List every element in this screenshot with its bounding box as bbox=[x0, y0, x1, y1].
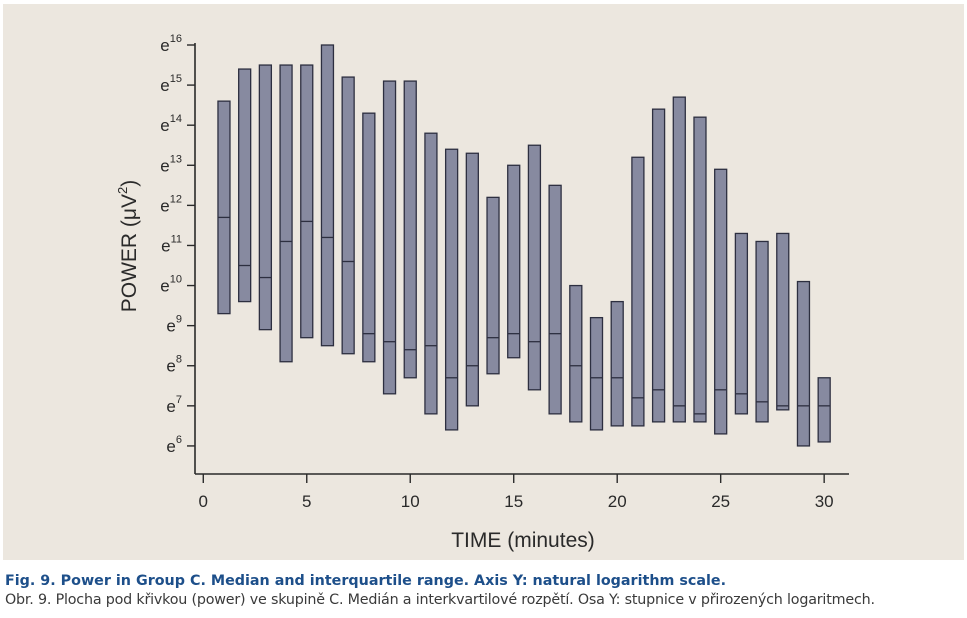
iqr-bar-9 bbox=[382, 80, 397, 395]
y-tick-label: e8 bbox=[166, 354, 182, 376]
range-bar-chart: e6 e7 e8 e9 e10 e11 e12 e13 e14 e15 e16 0 5 10 15 20 25 3… bbox=[115, 33, 849, 552]
iqr-bar-8 bbox=[362, 112, 376, 363]
x-tick-label: 25 bbox=[711, 492, 730, 511]
iqr-bar-29 bbox=[796, 280, 811, 447]
iqr-bar-6 bbox=[320, 44, 335, 347]
x-tick-label: 10 bbox=[401, 492, 420, 511]
x-tick-label: 20 bbox=[608, 492, 627, 511]
iqr-bar-4 bbox=[279, 64, 293, 363]
x-tick-label: 30 bbox=[815, 492, 834, 511]
iqr-bar-22 bbox=[651, 108, 666, 423]
y-tick-label: e13 bbox=[160, 153, 182, 175]
figure-caption: Fig. 9. Power in Group C. Median and int… bbox=[5, 572, 963, 610]
y-tick-label: e7 bbox=[166, 394, 182, 416]
iqr-bar-21 bbox=[631, 156, 645, 427]
iqr-bar-5 bbox=[300, 64, 314, 339]
iqr-bar-23 bbox=[672, 96, 686, 423]
y-tick-label: e12 bbox=[160, 193, 182, 215]
iqr-bar-20 bbox=[610, 300, 624, 427]
iqr-bar-25 bbox=[714, 168, 728, 435]
iqr-bar-7 bbox=[341, 76, 355, 355]
y-axis-title: POWER (μV2) bbox=[115, 180, 141, 313]
y-tick-label: e10 bbox=[160, 274, 182, 296]
iqr-bar-11 bbox=[424, 132, 438, 415]
iqr-bar-30 bbox=[817, 377, 831, 443]
iqr-bar-15 bbox=[507, 164, 521, 359]
iqr-bar-14 bbox=[486, 196, 500, 375]
iqr-bar-13 bbox=[465, 152, 479, 407]
iqr-bar-28 bbox=[776, 232, 790, 411]
x-tick-label: 5 bbox=[302, 492, 311, 511]
iqr-bar-19 bbox=[589, 316, 604, 431]
iqr-bar-27 bbox=[755, 240, 769, 423]
x-tick-label: 15 bbox=[504, 492, 523, 511]
iqr-bar-2 bbox=[238, 68, 252, 303]
iqr-bar-26 bbox=[734, 232, 749, 415]
y-tick-label: e11 bbox=[161, 233, 182, 255]
x-axis-title: TIME (minutes) bbox=[451, 529, 595, 552]
iqr-bar-10 bbox=[403, 80, 417, 379]
caption-czech: Obr. 9. Plocha pod křivkou (power) ve sk… bbox=[5, 592, 875, 608]
y-tick-label: e6 bbox=[166, 434, 182, 456]
iqr-bar-12 bbox=[444, 148, 459, 431]
x-tick-label: 0 bbox=[199, 492, 208, 511]
y-tick-label: e16 bbox=[160, 33, 182, 55]
iqr-bar-18 bbox=[569, 284, 583, 423]
y-tick-label: e9 bbox=[166, 314, 182, 336]
iqr-bar-24 bbox=[693, 116, 707, 423]
iqr-bar-1 bbox=[217, 100, 231, 315]
iqr-bar-3 bbox=[258, 64, 273, 331]
y-tick-label: e14 bbox=[160, 113, 182, 135]
iqr-bar-17 bbox=[548, 184, 562, 415]
caption-english: Fig. 9. Power in Group C. Median and int… bbox=[5, 573, 727, 589]
iqr-bar-16 bbox=[527, 144, 542, 391]
y-tick-label: e15 bbox=[160, 73, 182, 95]
